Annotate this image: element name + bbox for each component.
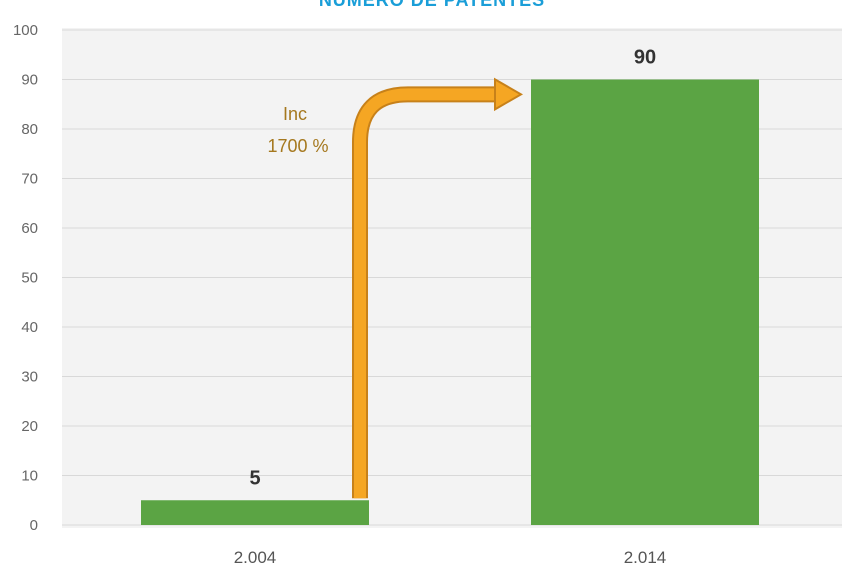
arrow-shaft <box>354 88 499 499</box>
y-tick-label: 10 <box>21 468 38 485</box>
y-tick-label: 90 <box>21 72 38 89</box>
bars <box>141 79 759 525</box>
category-label: 2.014 <box>624 548 667 567</box>
y-tick-label: 30 <box>21 369 38 386</box>
y-tick-label: 40 <box>21 319 38 336</box>
x-axis: 2.004 2.014 <box>234 548 667 567</box>
data-label: 90 <box>634 47 656 69</box>
data-labels: 5 90 <box>249 47 656 490</box>
y-axis: 0 10 20 30 40 50 60 70 80 90 100 <box>13 22 38 534</box>
annotation-inc-label: Inc <box>283 104 307 124</box>
y-tick-label: 70 <box>21 171 38 188</box>
y-tick-label: 100 <box>13 22 38 39</box>
annotation-percent-label: 1700 % <box>267 136 328 156</box>
y-tick-label: 50 <box>21 270 38 287</box>
increase-arrow <box>352 77 524 499</box>
arrow-head <box>494 77 524 112</box>
y-tick-label: 80 <box>21 121 38 138</box>
y-tick-label: 0 <box>30 517 38 534</box>
bar <box>141 500 369 525</box>
y-tick-label: 20 <box>21 418 38 435</box>
data-label: 5 <box>249 467 260 489</box>
chart-title: NÚMERO DE PATENTES <box>319 0 545 10</box>
category-label: 2.004 <box>234 548 277 567</box>
y-tick-label: 60 <box>21 220 38 237</box>
bar <box>531 79 759 525</box>
